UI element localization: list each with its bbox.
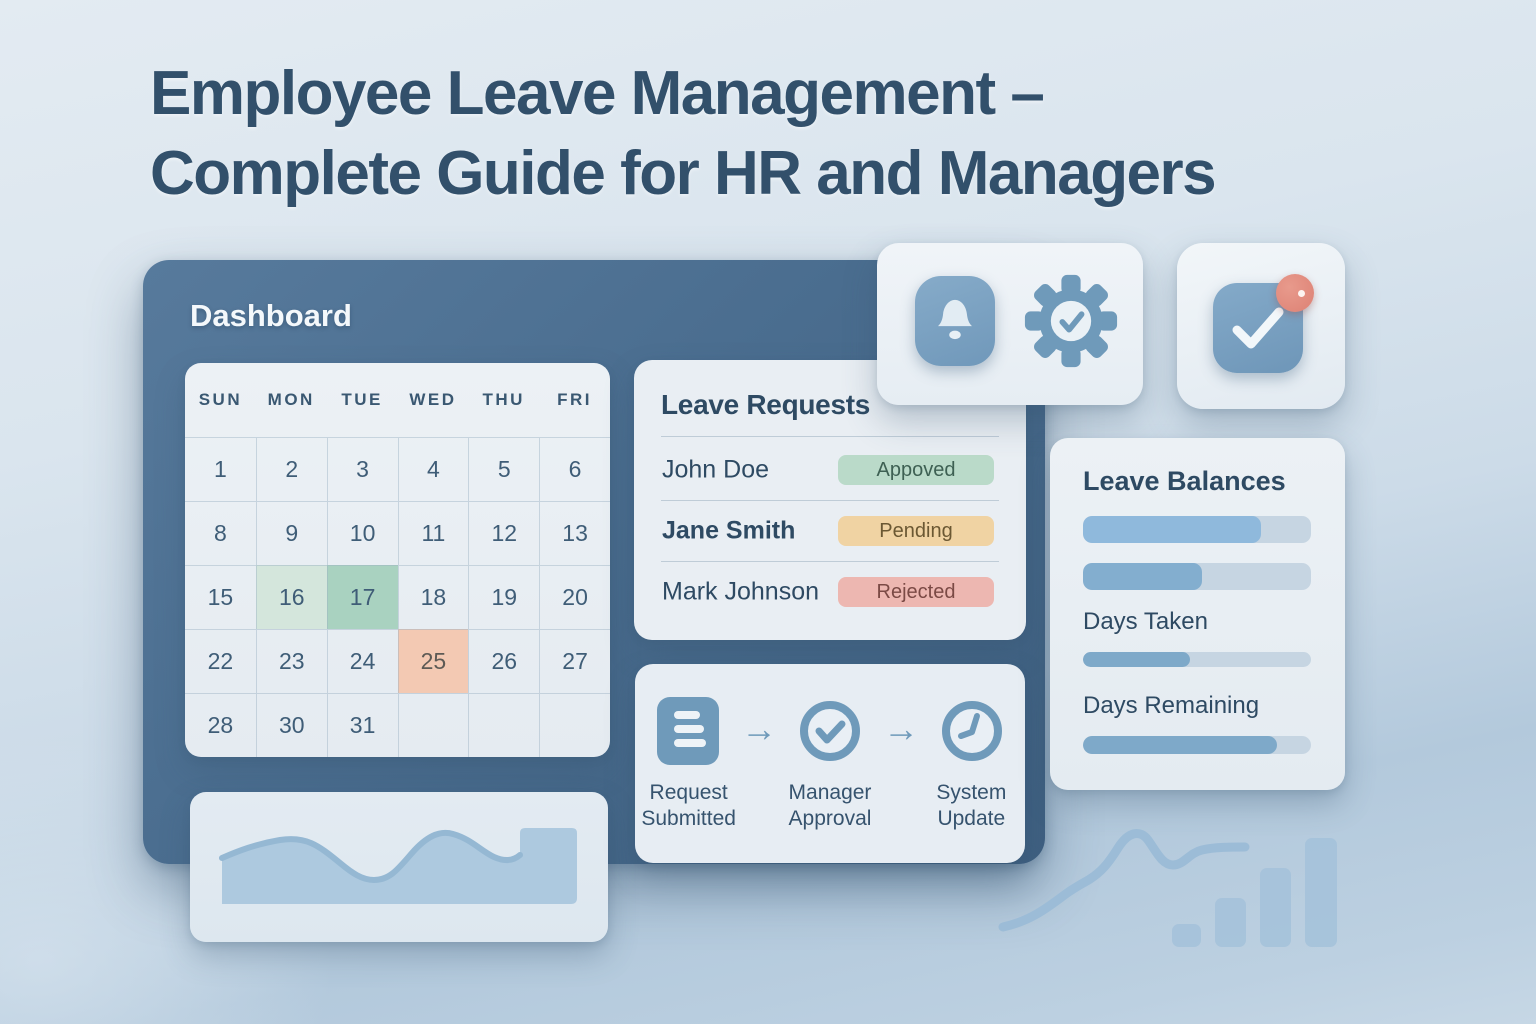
arrow-right-icon: → — [883, 708, 919, 749]
days-remaining-progress — [1083, 736, 1311, 754]
days-remaining-label: Days Remaining — [1083, 692, 1260, 719]
page-title-line2: Complete Guide for HR and Managers — [150, 139, 1217, 208]
calendar-empty-cell — [468, 693, 540, 757]
calendar-day-cell[interactable]: 31 — [326, 693, 398, 757]
calendar-day-cell[interactable]: 27 — [539, 629, 610, 693]
balance-progress-total — [1083, 516, 1311, 543]
trend-line-decoration — [998, 829, 1250, 932]
calendar-day-header: THU — [482, 390, 525, 409]
leave-requests-card: Leave Requests John Doe Appoved Jane Smith… — [634, 360, 1026, 640]
calendar-grid: 1 2 3 4 5 6 8 9 10 11 12 13 15 16 17 18 19 20 22 23 24 25 26 27… — [185, 437, 610, 757]
leave-requests-title: Leave Requests — [661, 389, 871, 420]
calendar-day-cell[interactable]: 1 — [185, 437, 256, 501]
calendar-day-cell[interactable]: 5 — [468, 437, 540, 501]
page-title-line1: Employee Leave Management – — [150, 59, 1045, 128]
progress-fill — [1083, 736, 1277, 754]
employee-name: Jane Smith — [662, 516, 796, 545]
employee-name: John Doe — [662, 455, 770, 484]
calendar-day-header: SUN — [198, 390, 243, 409]
calendar-empty-cell — [397, 693, 469, 757]
status-badge[interactable]: Rejected — [838, 577, 994, 607]
check-square-icon — [1232, 307, 1284, 349]
notification-dot — [1276, 274, 1314, 312]
calendar-day-cell[interactable]: 18 — [397, 565, 469, 629]
calendar-day-cell[interactable]: 4 — [397, 437, 469, 501]
workflow-icons-row: → → — [635, 694, 1025, 768]
employee-name: Mark Johnson — [662, 577, 820, 606]
growth-bar-4 — [1305, 838, 1337, 947]
gear-check-icon — [1024, 274, 1118, 368]
leave-trend-card — [190, 792, 608, 942]
growth-bar-3 — [1260, 868, 1291, 947]
approval-workflow-card: → → Request Submitted Manager Approval S… — [635, 664, 1025, 863]
calendar-day-cell[interactable]: 9 — [255, 501, 327, 565]
status-badge[interactable]: Pending — [838, 516, 994, 546]
calendar-day-cell[interactable]: 24 — [326, 629, 398, 693]
calendar-day-cell[interactable]: 17 — [326, 565, 398, 629]
settings-approval-button[interactable] — [1023, 271, 1119, 371]
balance-progress-used — [1083, 563, 1311, 590]
status-badge[interactable]: Appoved — [838, 455, 994, 485]
progress-fill — [1083, 516, 1261, 543]
calendar-day-headers: SUN MON TUE WED THU FRI — [185, 363, 610, 437]
calendar-day-cell[interactable]: 25 — [397, 629, 469, 693]
leave-trend-area-chart — [219, 828, 577, 904]
workflow-labels-row: Request Submitted Manager Approval Syste… — [635, 780, 1025, 832]
leave-request-row[interactable]: John Doe Appoved — [661, 444, 999, 496]
days-taken-progress — [1083, 652, 1311, 667]
calendar-day-cell[interactable]: 3 — [326, 437, 398, 501]
calendar-day-cell[interactable]: 2 — [255, 437, 327, 501]
calendar-day-cell[interactable]: 23 — [255, 629, 327, 693]
workflow-step-label: Manager Approval — [788, 781, 872, 830]
calendar-day-cell[interactable]: 10 — [326, 501, 398, 565]
calendar-day-header: WED — [409, 390, 457, 409]
divider — [661, 561, 999, 562]
bell-notification-button[interactable] — [915, 276, 995, 366]
calendar-day-cell[interactable]: 11 — [397, 501, 469, 565]
divider — [661, 500, 999, 501]
calendar-day-cell[interactable]: 26 — [468, 629, 540, 693]
calendar-day-header: MON — [267, 390, 315, 409]
calendar-day-cell[interactable]: 16 — [255, 565, 327, 629]
divider — [661, 436, 999, 437]
calendar-day-header: TUE — [341, 390, 383, 409]
growth-bar-1 — [1172, 924, 1201, 947]
calendar-day-cell[interactable]: 19 — [468, 565, 540, 629]
calendar-day-cell[interactable]: 8 — [185, 501, 256, 565]
leave-balances-title: Leave Balances — [1083, 466, 1286, 496]
calendar-day-header: FRI — [557, 390, 593, 409]
calendar-card: SUN MON TUE WED THU FRI 1 2 3 4 5 6 8 9 10 11 12 13 15 16 1… — [185, 363, 610, 757]
calendar-day-cell[interactable]: 30 — [255, 693, 327, 757]
calendar-day-cell[interactable]: 13 — [539, 501, 610, 565]
progress-fill — [1083, 652, 1191, 667]
calendar-empty-cell — [539, 693, 610, 757]
arrow-right-icon: → — [741, 708, 777, 749]
calendar-day-cell[interactable]: 6 — [539, 437, 610, 501]
progress-fill — [1083, 563, 1202, 590]
calendar-day-cell[interactable]: 15 — [185, 565, 256, 629]
check-circle-icon — [800, 701, 860, 761]
document-icon — [657, 697, 719, 765]
approvals-widget-card — [1177, 243, 1345, 409]
leave-request-row[interactable]: Jane Smith Pending — [661, 505, 999, 557]
calendar-day-cell[interactable]: 22 — [185, 629, 256, 693]
notifications-card — [877, 243, 1143, 405]
calendar-day-cell[interactable]: 20 — [539, 565, 610, 629]
leave-request-row[interactable]: Mark Johnson Rejected — [661, 566, 999, 618]
bell-icon — [937, 299, 973, 340]
clock-icon — [942, 701, 1002, 761]
leave-balances-card: Leave Balances Days Taken Days Remaining — [1050, 438, 1345, 790]
growth-bar-2 — [1215, 898, 1246, 947]
dashboard-heading: Dashboard — [190, 298, 352, 333]
days-taken-label: Days Taken — [1083, 608, 1208, 635]
calendar-day-cell[interactable]: 28 — [185, 693, 256, 757]
calendar-day-cell[interactable]: 12 — [468, 501, 540, 565]
workflow-step-label: Request Submitted — [641, 781, 736, 830]
workflow-step-label: System Update — [936, 781, 1007, 830]
page-title: Employee Leave Management – Complete Gui… — [150, 54, 1217, 214]
